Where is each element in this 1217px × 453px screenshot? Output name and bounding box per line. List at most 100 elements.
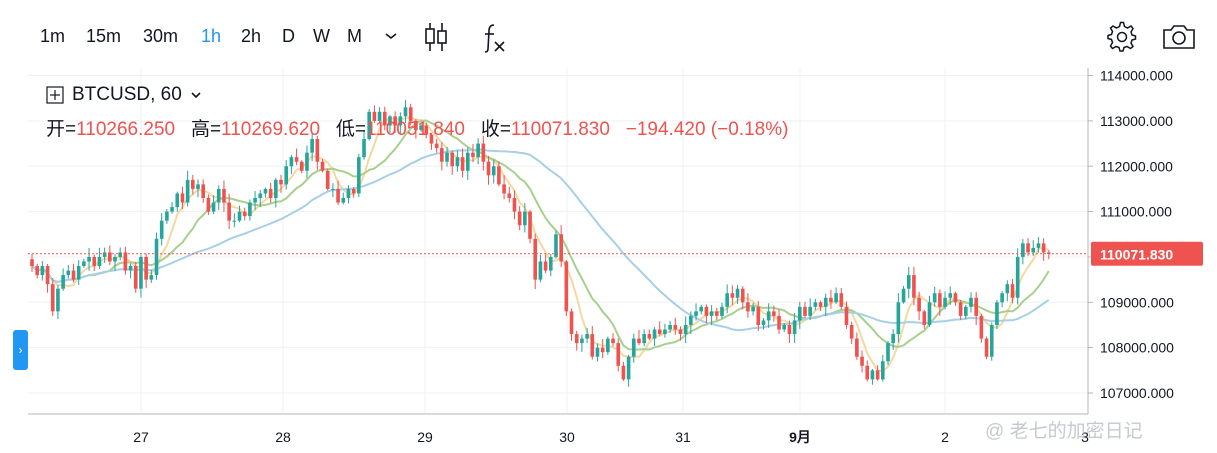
timeframe-w[interactable]: W xyxy=(313,26,330,46)
candle-body xyxy=(1015,256,1020,298)
candle-body xyxy=(82,261,86,267)
candle-body xyxy=(787,324,792,335)
candle-body xyxy=(538,261,543,280)
candle-body xyxy=(403,107,408,117)
candle-body xyxy=(165,211,169,221)
candle-body xyxy=(611,338,615,344)
candle-body xyxy=(424,125,429,135)
candle-body xyxy=(414,120,418,130)
expand-sidebar-button[interactable]: › xyxy=(13,330,28,370)
candle-body xyxy=(912,275,916,298)
candle-body xyxy=(175,193,180,208)
candle-body xyxy=(517,211,522,226)
candle-body xyxy=(471,152,475,158)
candle-body xyxy=(346,188,351,198)
candle-body xyxy=(377,111,382,121)
candle-body xyxy=(102,252,107,257)
candle-body xyxy=(118,252,123,257)
timeframe-2h[interactable]: 2h xyxy=(241,26,262,46)
candle-body xyxy=(1010,284,1015,298)
candle-body xyxy=(139,256,143,289)
timeframe-d[interactable]: D xyxy=(282,26,295,46)
chevron-down-icon[interactable] xyxy=(383,30,399,42)
timeframe-m[interactable]: M xyxy=(347,26,362,46)
time-tick-label: 29 xyxy=(417,429,433,445)
candle-body xyxy=(450,152,455,167)
high-label: 高= xyxy=(190,119,222,140)
candle-body xyxy=(860,356,864,366)
candle-body xyxy=(969,297,973,307)
candle-body xyxy=(621,365,626,380)
candle-body xyxy=(61,275,65,289)
candle-body xyxy=(865,365,870,380)
candle-body xyxy=(325,170,330,189)
candle-body xyxy=(497,166,501,185)
candle-body xyxy=(211,202,216,212)
camera-icon[interactable] xyxy=(1161,22,1197,52)
candle-body xyxy=(87,256,91,262)
time-tick-label: 9月 xyxy=(789,429,811,445)
candle-body xyxy=(201,184,206,198)
candle-body xyxy=(989,324,994,357)
candle-body xyxy=(756,306,761,325)
candle-body xyxy=(149,275,154,280)
candle-body xyxy=(258,193,263,198)
candle-body xyxy=(528,211,532,239)
candle-body xyxy=(984,338,989,357)
candle-body xyxy=(1021,243,1025,257)
candle-body xyxy=(113,256,117,262)
candle-body xyxy=(310,139,314,153)
candle-body xyxy=(40,266,45,276)
timeframe-30m[interactable]: 30m xyxy=(143,26,179,46)
timeframe-1h[interactable]: 1h xyxy=(201,26,222,46)
candle-body xyxy=(502,184,506,194)
candle-body xyxy=(331,188,335,190)
candle-body xyxy=(725,293,729,307)
candle-body xyxy=(50,284,55,312)
candle-body xyxy=(849,324,854,339)
price-tick-label: 112000.000 xyxy=(1100,158,1173,174)
candle-body xyxy=(372,111,377,121)
candlestick-icon[interactable] xyxy=(423,20,449,54)
timeframe-1m[interactable]: 1m xyxy=(40,26,66,46)
price-tick-label: 111000.000 xyxy=(1100,204,1172,220)
candle-body xyxy=(813,302,818,307)
symbol-label[interactable]: BTCUSD, 60 xyxy=(72,84,182,105)
candle-body xyxy=(133,266,138,289)
candle-body xyxy=(932,293,937,303)
candle-body xyxy=(600,347,605,353)
candle-body xyxy=(797,306,802,321)
candle-body xyxy=(901,288,906,303)
candle-body xyxy=(486,161,491,176)
candle-body xyxy=(97,256,102,267)
close-value: 110071.830 xyxy=(510,119,610,140)
collapse-legend-icon[interactable] xyxy=(46,86,64,104)
candle-body xyxy=(673,324,678,330)
time-axis: 27 28 29 30 31 9月 2 3 xyxy=(133,429,1089,445)
candle-body xyxy=(1031,247,1036,253)
candle-body xyxy=(906,275,911,289)
last-price-label: 110071.830 xyxy=(1100,247,1173,263)
candle-body xyxy=(351,188,356,194)
candle-body xyxy=(657,329,662,335)
close-label: 收= xyxy=(480,119,511,140)
candle-body xyxy=(886,343,890,362)
indicators-fx-icon[interactable] xyxy=(480,22,510,54)
candle-body xyxy=(227,202,231,221)
settings-gear-icon[interactable] xyxy=(1105,20,1139,54)
candle-body xyxy=(491,166,496,176)
symbol-chevron-down-icon[interactable] xyxy=(190,90,202,100)
candle-body xyxy=(460,157,465,171)
candle-body xyxy=(268,188,273,198)
candle-body xyxy=(533,238,538,280)
candle-body xyxy=(398,116,403,126)
candle-body xyxy=(357,157,361,194)
candle-body xyxy=(709,311,714,316)
candle-body xyxy=(71,270,76,280)
timeframe-15m[interactable]: 15m xyxy=(86,26,122,46)
price-tick-label: 113000.000 xyxy=(1100,113,1173,129)
candle-body xyxy=(875,370,880,380)
candle-body xyxy=(777,315,781,330)
candle-body xyxy=(730,293,735,298)
